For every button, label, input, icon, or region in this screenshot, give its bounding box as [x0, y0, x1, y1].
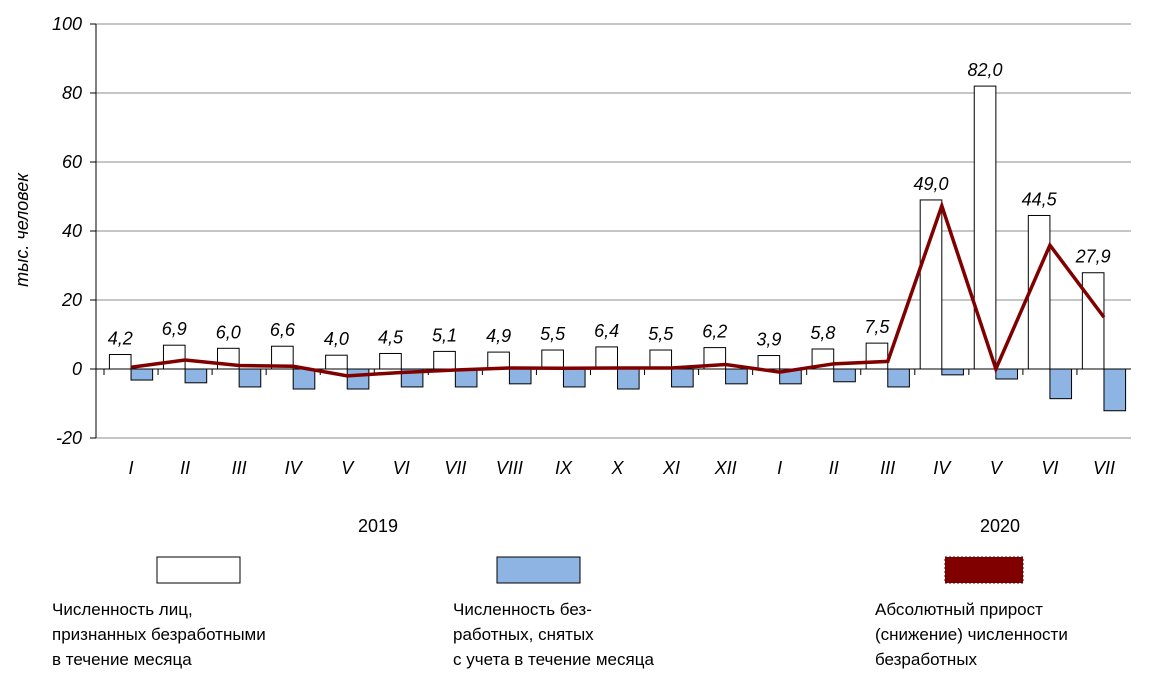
legend-label: Численность без- работных, снятых с учет… — [453, 600, 654, 669]
bar — [973, 85, 997, 370]
value-label: 6,4 — [594, 321, 619, 341]
legend-swatch — [944, 556, 1024, 584]
x-tick-label: III — [232, 458, 247, 478]
x-tick-label: VI — [1041, 458, 1058, 478]
value-label: 49,0 — [913, 174, 948, 194]
value-label: 5,8 — [810, 323, 835, 343]
value-label: 5,1 — [432, 325, 457, 345]
value-label: 44,5 — [1022, 189, 1058, 209]
bar — [649, 349, 673, 370]
x-tick-label: V — [990, 458, 1004, 478]
bar — [130, 368, 154, 381]
value-label: 4,9 — [486, 326, 511, 346]
y-tick-label: 100 — [52, 14, 82, 34]
x-tick-label: VII — [444, 458, 466, 478]
bar — [671, 368, 694, 388]
bar — [617, 368, 640, 390]
x-tick-label: I — [777, 458, 782, 478]
bar — [1081, 272, 1105, 370]
bar — [1027, 214, 1051, 370]
x-tick-label: XI — [662, 458, 680, 478]
bar — [941, 368, 964, 376]
legend-label: Абсолютный прирост (снижение) численност… — [875, 600, 1068, 669]
bar — [433, 350, 456, 370]
x-tick-label: XII — [714, 458, 737, 478]
legend-swatch — [156, 556, 241, 584]
bar — [725, 368, 748, 385]
x-tick-label: IX — [555, 458, 573, 478]
bar — [833, 368, 856, 383]
x-tick-label: IV — [933, 458, 952, 478]
group-label: 2020 — [980, 516, 1020, 536]
value-label: 6,6 — [270, 320, 296, 340]
x-tick-label: II — [180, 458, 190, 478]
value-label: 82,0 — [968, 60, 1003, 80]
group-label: 2019 — [358, 516, 398, 536]
y-tick-label: 20 — [61, 290, 82, 310]
y-tick-label: 60 — [62, 152, 82, 172]
y-axis-label: тыс. человек — [12, 172, 32, 287]
y-tick-label: 80 — [62, 83, 82, 103]
value-label: 6,9 — [162, 319, 187, 339]
bar — [1103, 368, 1127, 412]
y-tick-label: 0 — [72, 359, 82, 379]
x-tick-label: VI — [393, 458, 410, 478]
x-tick-label: VIII — [496, 458, 523, 478]
value-label: 4,2 — [108, 329, 133, 349]
bar — [454, 368, 478, 388]
line — [130, 200, 1106, 378]
value-label: 4,0 — [324, 329, 349, 349]
legend-label: Численность лиц, признанных безработными… — [52, 600, 266, 669]
bar — [757, 355, 781, 370]
bar — [562, 368, 586, 388]
bar — [541, 349, 564, 370]
bar — [292, 368, 316, 390]
x-tick-label: IV — [285, 458, 304, 478]
bar — [325, 354, 348, 370]
bar — [346, 368, 370, 390]
x-tick-label: VII — [1093, 458, 1115, 478]
bar — [865, 342, 889, 370]
bar — [184, 368, 208, 384]
bar — [595, 346, 619, 370]
value-label: 6,2 — [702, 322, 727, 342]
bar — [162, 344, 186, 370]
value-label: 5,5 — [648, 324, 674, 344]
value-label: 7,5 — [864, 317, 890, 337]
bar — [108, 354, 132, 370]
bar — [508, 368, 532, 385]
value-label: 4,5 — [378, 327, 404, 347]
legend-swatch — [496, 556, 581, 584]
y-tick-label: -20 — [56, 428, 82, 448]
x-tick-label: III — [880, 458, 895, 478]
x-tick-label: V — [341, 458, 355, 478]
x-tick-label: X — [610, 458, 624, 478]
x-tick-label: II — [829, 458, 839, 478]
y-tick-label: 40 — [62, 221, 82, 241]
value-label: 5,5 — [540, 324, 566, 344]
bar — [1049, 368, 1073, 400]
bar — [887, 368, 910, 388]
value-label: 6,0 — [216, 322, 241, 342]
value-label: 27,9 — [1075, 247, 1111, 267]
x-tick-label: I — [129, 458, 134, 478]
value-label: 3,9 — [756, 330, 781, 350]
bar — [919, 199, 943, 370]
bar — [379, 352, 402, 370]
bar — [995, 368, 1018, 380]
bar — [238, 368, 262, 388]
